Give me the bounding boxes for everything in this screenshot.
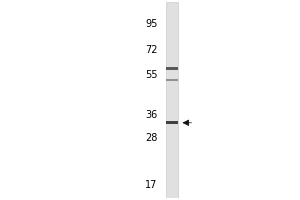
Bar [166, 79, 178, 81]
Text: 36: 36 [145, 110, 158, 120]
Bar [166, 2, 178, 198]
Bar [166, 67, 178, 70]
Text: 28: 28 [145, 133, 158, 143]
Text: 17: 17 [145, 180, 158, 190]
Bar [166, 121, 178, 124]
Text: 55: 55 [145, 70, 158, 80]
Text: 72: 72 [145, 45, 158, 55]
Text: 95: 95 [145, 19, 158, 29]
